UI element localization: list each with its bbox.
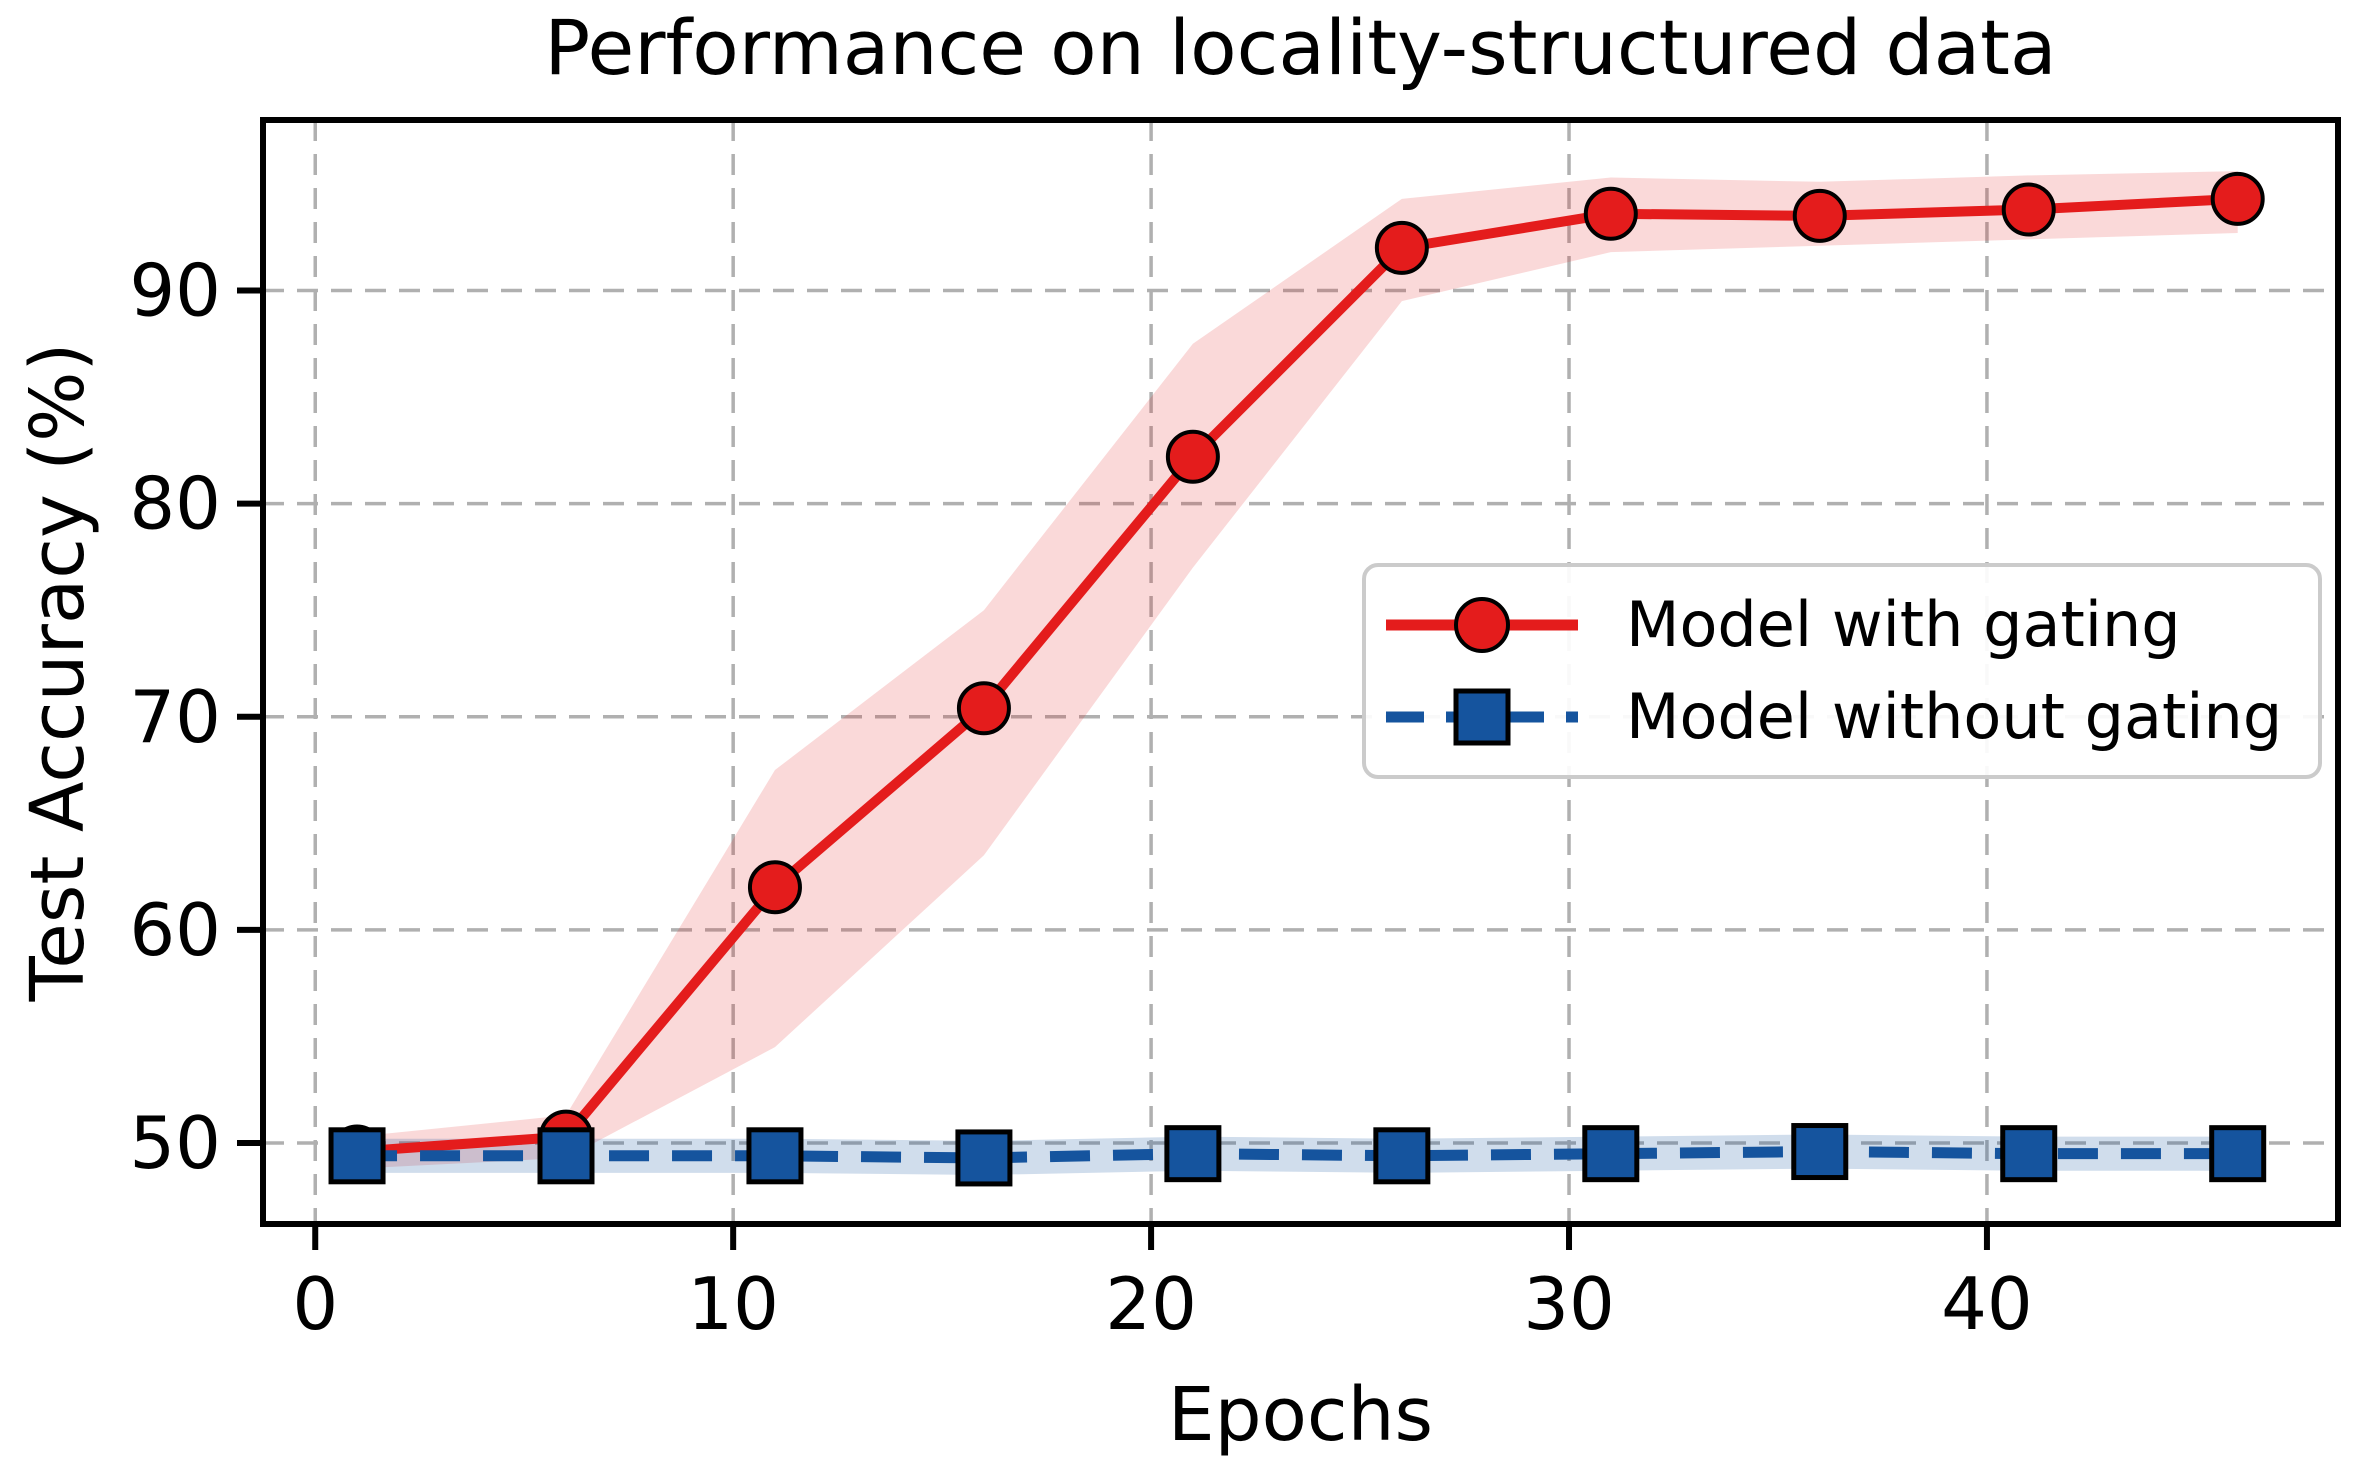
y-axis-label: Test Accuracy (%) [15, 342, 101, 1002]
data-point-circle [2210, 171, 2265, 226]
y-tick-label: 80 [129, 462, 221, 546]
x-axis-label: Epochs [1167, 1372, 1434, 1458]
legend-entry-with-gating: Model with gating [1382, 585, 2308, 665]
x-tick-label: 10 [687, 1262, 779, 1346]
data-point-circle [1165, 429, 1220, 484]
data-point-circle [956, 681, 1011, 736]
legend-label-without-gating: Model without gating [1626, 680, 2283, 753]
data-point-square [1582, 1125, 1640, 1183]
data-point-square [1373, 1127, 1431, 1185]
x-tick-label: 20 [1105, 1262, 1197, 1346]
legend-blue-dashed-square-icon [1386, 688, 1578, 746]
x-tick-label: 30 [1523, 1262, 1615, 1346]
data-point-square [1791, 1123, 1849, 1181]
chart-title: Performance on locality-structured data [544, 3, 2057, 92]
data-point-circle [2001, 182, 2056, 237]
confidence-band [357, 1134, 2238, 1175]
legend-red-line-circle-icon [1386, 597, 1578, 653]
data-point-circle [747, 860, 802, 915]
x-tick-label: 40 [1941, 1262, 2033, 1346]
data-point-square [2000, 1125, 2058, 1183]
legend: Model with gating Model without gating [1362, 563, 2322, 779]
legend-entry-without-gating: Model without gating [1382, 677, 2308, 757]
data-point-circle [1583, 186, 1638, 241]
data-point-square [955, 1129, 1013, 1187]
series-line [356, 193, 2238, 1157]
y-tick-label: 60 [129, 888, 221, 972]
legend-label-with-gating: Model with gating [1626, 588, 2181, 661]
data-point-square [537, 1127, 595, 1185]
data-point-square [328, 1127, 386, 1185]
y-tick-label: 70 [129, 675, 221, 759]
data-point-circle [1374, 220, 1429, 275]
y-tick-label: 50 [129, 1101, 221, 1185]
y-tick-label: 90 [129, 249, 221, 333]
data-point-square [2209, 1125, 2267, 1183]
data-point-square [746, 1127, 804, 1185]
data-point-square [1164, 1125, 1222, 1183]
axes-spines [260, 117, 2341, 1227]
x-tick-label: 0 [292, 1262, 338, 1346]
data-point-circle [1792, 188, 1847, 243]
confidence-band [357, 171, 2238, 1169]
